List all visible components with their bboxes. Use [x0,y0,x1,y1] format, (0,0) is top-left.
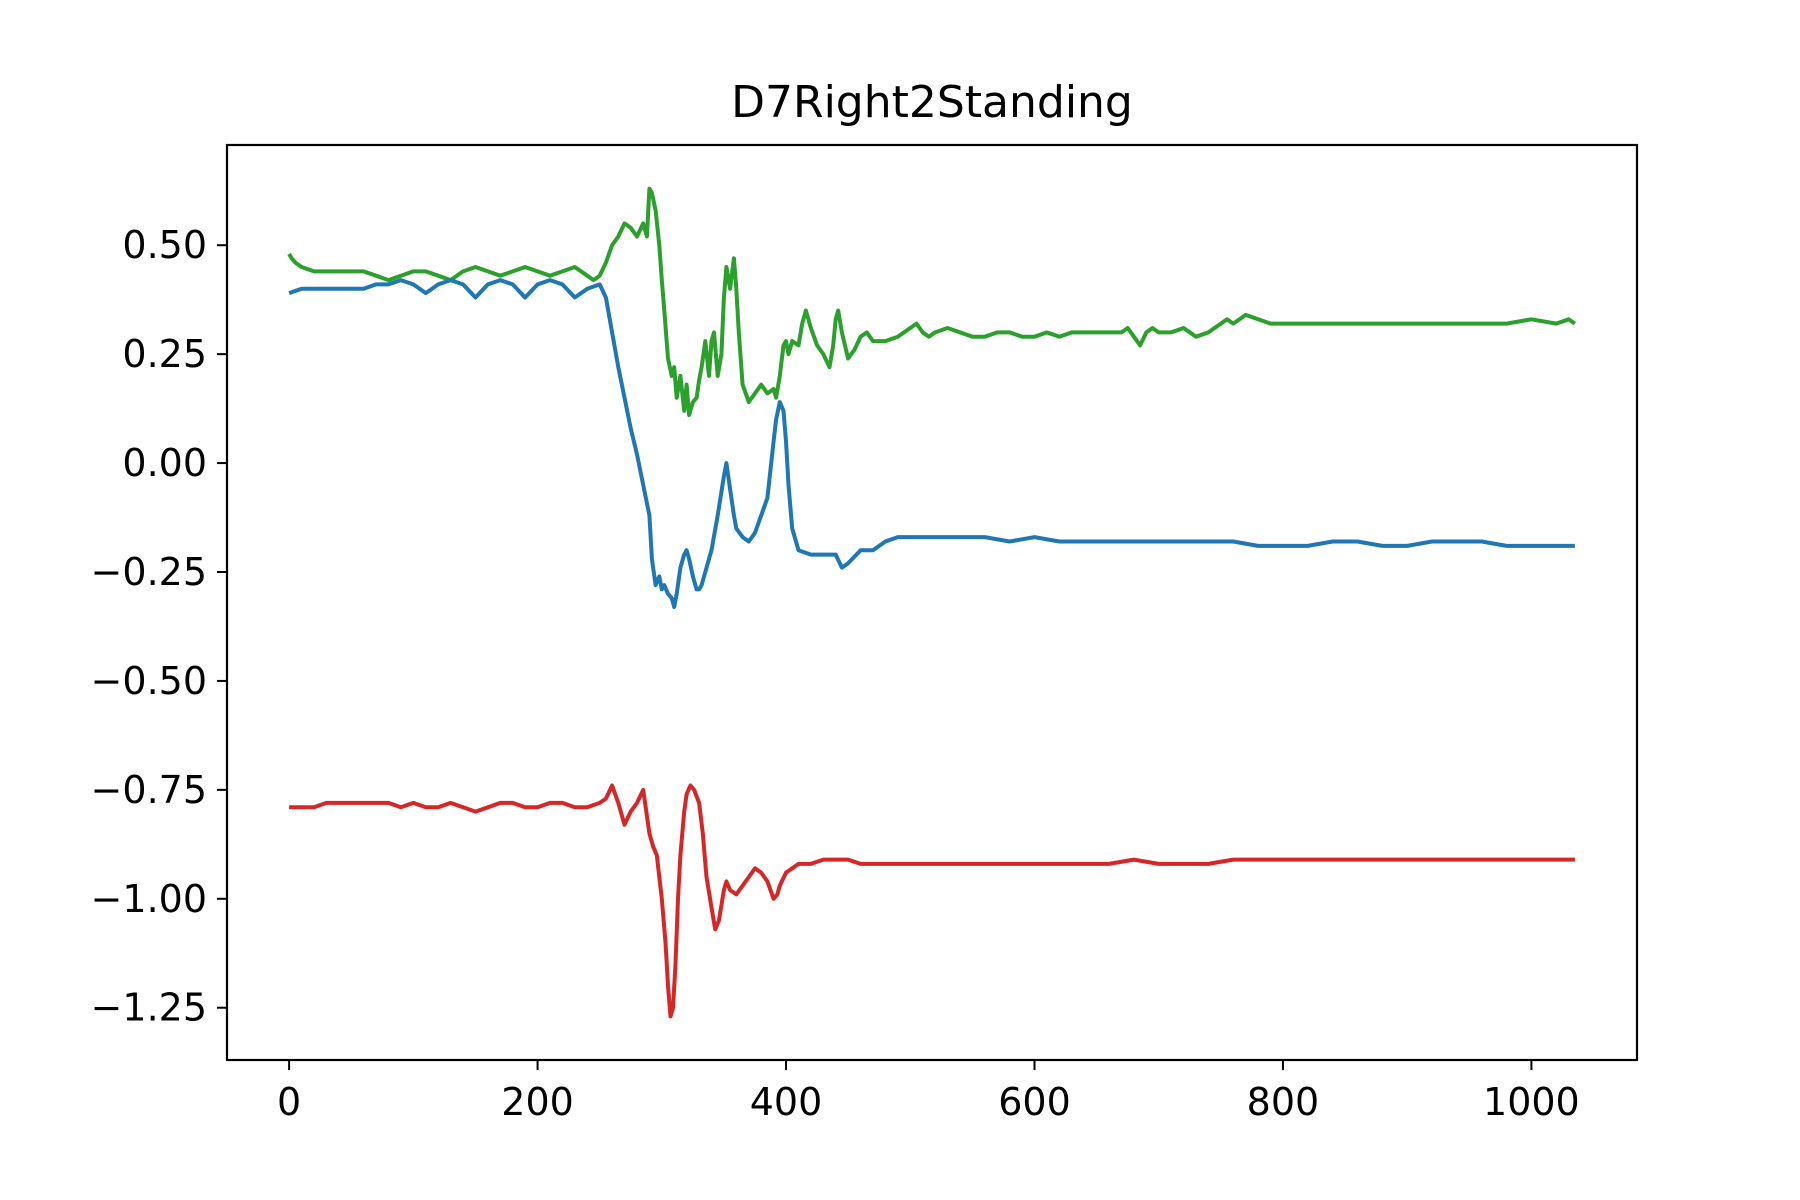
plot-area-frame [225,143,1639,1062]
y-tick-label: −1.25 [91,986,207,1030]
y-tick-label: 0.00 [122,441,207,485]
x-tick-label: 600 [998,1080,1071,1124]
series-line-1 [287,186,1577,418]
x-tick-label: 400 [750,1080,823,1124]
y-tick-label: −0.50 [91,659,207,703]
x-tick-label: 0 [277,1080,301,1124]
y-tick-label: −1.00 [91,877,207,921]
series-line-3 [289,783,1575,1019]
x-tick-label: 200 [501,1080,574,1124]
series-layer [287,186,1577,1019]
y-axis: 0.50 0.25 0.00 −0.25 −0.50 −0.75 −1.00 −1.25 [91,223,227,1030]
y-tick-label: 0.50 [122,223,207,267]
chart-title: D7Right2Standing [731,77,1133,128]
y-tick-label: 0.25 [122,332,207,376]
series-line-2 [288,278,1575,609]
y-tick-label: −0.75 [91,768,207,812]
y-tick-label: −0.25 [91,550,207,594]
x-axis: 0 200 400 600 800 1000 [277,1060,1580,1124]
x-tick-label: 1000 [1483,1080,1580,1124]
x-tick-label: 800 [1247,1080,1320,1124]
